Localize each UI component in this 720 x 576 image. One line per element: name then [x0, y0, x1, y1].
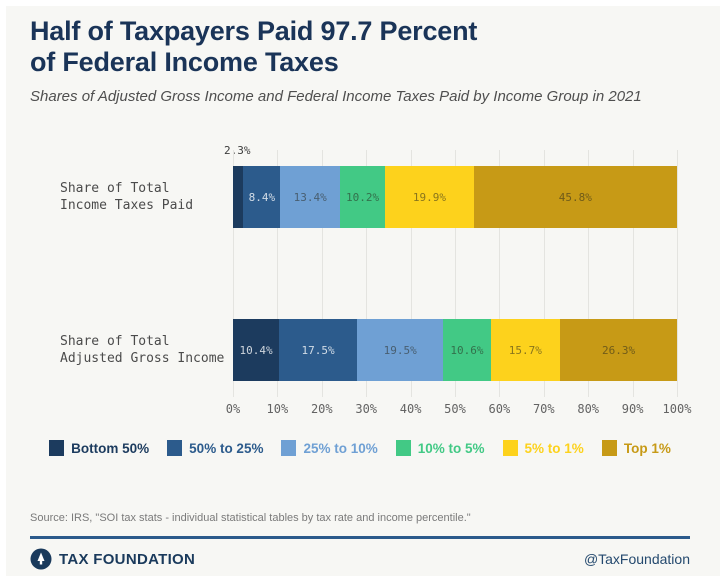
segment-value-label: 15.7% — [508, 343, 542, 357]
segment-bottom-50: 10.4% — [233, 319, 280, 381]
twitter-handle: @TaxFoundation — [583, 551, 690, 567]
x-tick-0%: 0% — [225, 402, 241, 416]
segment-value-label: 26.3% — [602, 343, 636, 357]
plot-area: 0% 10% 20% 30% 40% 50% 60% 70% 80% 90% 100% 8.4% 13.… — [226, 150, 691, 416]
footer-bar: TAX FOUNDATION @TaxFoundation — [30, 548, 690, 570]
footer-divider — [30, 536, 690, 539]
gridline-40% — [410, 150, 412, 397]
legend-swatch — [281, 440, 297, 456]
gridline-30% — [366, 150, 368, 397]
gridline-10% — [277, 150, 279, 397]
x-tick-90%: 90% — [621, 402, 644, 416]
gridline-80% — [588, 150, 590, 397]
legend-swatch — [49, 440, 65, 456]
segment-value-label: 8.4% — [248, 190, 276, 204]
x-tick-60%: 60% — [488, 402, 511, 416]
legend-label: Bottom 50% — [71, 440, 150, 456]
chart-title: Half of Taxpayers Paid 97.7 Percent of Fe… — [30, 16, 477, 78]
x-tick-70%: 70% — [532, 402, 555, 416]
chart-title-line1: Half of Taxpayers Paid 97.7 Percent — [30, 16, 478, 46]
segment-bottom-50 — [233, 166, 244, 228]
segment-value-label: 19.9% — [412, 190, 446, 204]
legend-item-top-1: Top 1% — [601, 440, 671, 456]
gridline-90% — [632, 150, 634, 397]
source-note: Source: IRS, "SOI tax stats - individual… — [30, 512, 471, 524]
legend-item-50-to-25: 50% to 25% — [167, 440, 263, 456]
legend-item-5-to-1: 5% to 1% — [502, 440, 584, 456]
legend-label: 10% to 5% — [417, 440, 485, 456]
chart-title-line2: of Federal Income Taxes — [30, 47, 339, 77]
gridline-0% — [233, 150, 234, 397]
legend-swatch — [601, 440, 617, 456]
segment-value-label: 10.6% — [450, 343, 484, 357]
legend-item-bottom-50: Bottom 50% — [49, 440, 149, 456]
brand: TAX FOUNDATION — [30, 548, 195, 570]
segment-value-label: 13.4% — [293, 190, 327, 204]
legend-swatch — [502, 440, 518, 456]
segment-value-label: 17.5% — [301, 343, 335, 357]
gridline-100% — [677, 150, 678, 397]
segment-50-to-25: 17.5% — [279, 319, 357, 381]
x-tick-100%: 100% — [662, 402, 692, 416]
brand-name: TAX FOUNDATION — [59, 550, 196, 568]
legend-label: 5% to 1% — [524, 440, 584, 456]
x-tick-40%: 40% — [399, 402, 422, 416]
segment-value-label: 45.8% — [558, 190, 592, 204]
x-tick-20%: 20% — [310, 402, 333, 416]
legend-label: Top 1% — [623, 440, 671, 456]
gridline-70% — [543, 150, 545, 397]
segment-top-1: 45.8% — [473, 166, 677, 228]
gridline-60% — [499, 150, 501, 397]
legend-label: 50% to 25% — [189, 440, 264, 456]
row-label-adjusted-gross-income: Share of Total Adjusted Gross Income — [60, 334, 225, 366]
segment-25-to-10: 19.5% — [356, 319, 444, 381]
segment-5-to-1: 19.9% — [385, 166, 474, 228]
segment-value-label: 19.5% — [383, 343, 417, 357]
x-tick-80%: 80% — [577, 402, 600, 416]
legend-label: 25% to 10% — [303, 440, 378, 456]
gridline-20% — [321, 150, 323, 397]
row-label-income-taxes-paid: Share of Total Income Taxes Paid — [60, 181, 194, 213]
legend-item-25-to-10: 25% to 10% — [281, 440, 378, 456]
bar-adjusted-gross-income: 10.4% 17.5% 19.5% 10.6% 15.7% 26.3% — [233, 319, 677, 381]
x-tick-30%: 30% — [355, 402, 378, 416]
segment-10-to-5: 10.2% — [339, 166, 386, 228]
segment-value-label: 10.2% — [346, 190, 380, 204]
legend-item-10-to-5: 10% to 5% — [395, 440, 485, 456]
x-tick-50%: 50% — [444, 402, 466, 416]
segment-25-to-10: 13.4% — [280, 166, 340, 228]
bar-income-taxes-paid: 8.4% 13.4% 10.2% 19.9% 45.8% — [233, 166, 677, 228]
gridline-50% — [455, 150, 456, 397]
x-tick-10%: 10% — [266, 402, 289, 416]
segment-value-label: 10.4% — [239, 343, 273, 357]
bottom50-outside-value-label: 2.3% — [224, 144, 251, 157]
segment-10-to-5: 10.6% — [443, 319, 491, 381]
segment-5-to-1: 15.7% — [490, 319, 561, 381]
segment-50-to-25: 8.4% — [243, 166, 281, 228]
legend: Bottom 50% 50% to 25% 25% to 10% 10% to 5% 5… — [0, 440, 720, 456]
tax-foundation-logo-icon — [30, 548, 52, 570]
chart-subtitle: Shares of Adjusted Gross Income and Fede… — [30, 88, 642, 105]
segment-top-1: 26.3% — [560, 319, 677, 381]
legend-swatch — [395, 440, 411, 456]
legend-swatch — [167, 440, 183, 456]
